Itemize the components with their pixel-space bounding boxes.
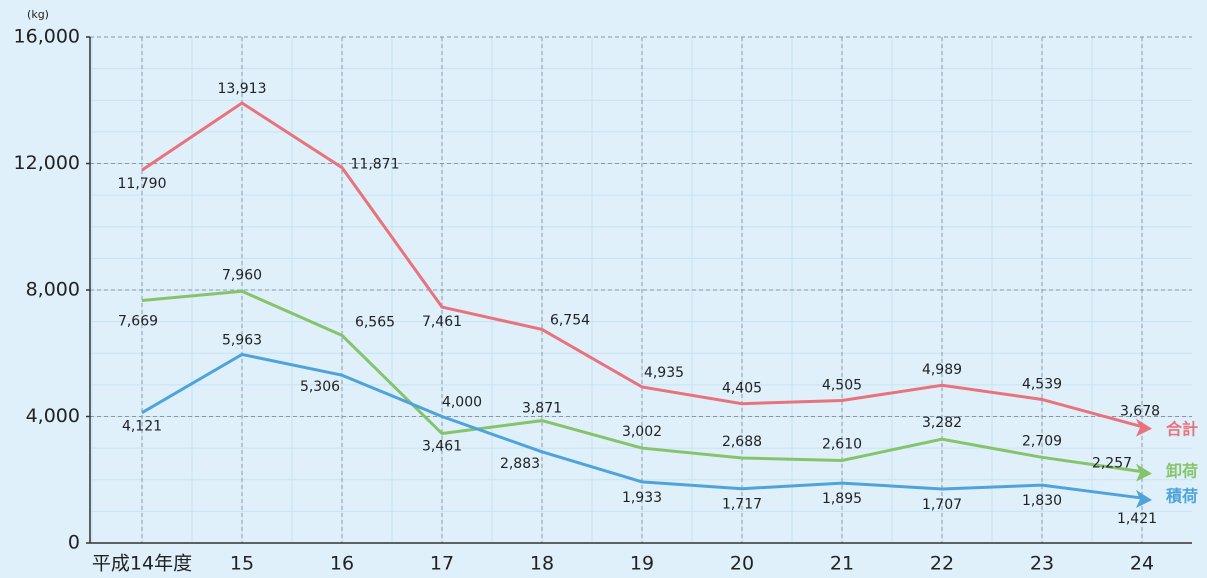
x-tick-label: 21 (830, 553, 854, 575)
end-arrow (1136, 463, 1152, 482)
data-label: 1,707 (922, 497, 962, 513)
y-tick-label: 4,000 (26, 405, 80, 427)
y-tick-label: 8,000 (26, 279, 80, 301)
data-label: 11,790 (118, 176, 167, 192)
data-label: 1,895 (822, 491, 862, 507)
y-tick-label: 16,000 (14, 26, 80, 48)
data-label: 2,883 (500, 456, 540, 472)
x-tick-label: 17 (430, 553, 454, 575)
data-label: 4,121 (122, 419, 162, 435)
y-tick-label: 0 (68, 532, 80, 554)
data-label: 3,002 (622, 424, 662, 440)
x-tick-label: 平成14年度 (92, 553, 192, 575)
x-tick-label: 16 (330, 553, 354, 575)
data-label: 3,461 (422, 439, 462, 455)
data-label: 13,913 (218, 81, 267, 97)
data-label: 7,461 (422, 314, 462, 330)
data-label: 1,830 (1022, 493, 1062, 509)
y-tick-label: 12,000 (14, 152, 80, 174)
end-arrow (1136, 490, 1152, 509)
x-tick-label: 15 (230, 553, 254, 575)
data-label: 2,610 (822, 436, 862, 452)
data-label: 11,871 (351, 157, 400, 173)
data-label: 4,935 (644, 365, 684, 381)
data-label: 6,565 (355, 314, 395, 330)
data-label: 5,306 (300, 379, 340, 395)
data-label: 1,717 (722, 497, 762, 513)
legend-label: 合計 (1166, 420, 1198, 439)
series-line (141, 289, 1143, 474)
data-label: 4,405 (722, 381, 762, 397)
data-label: 4,000 (442, 395, 482, 411)
y-axis-unit: (kg) (27, 8, 49, 21)
data-label: 2,709 (1022, 433, 1062, 449)
data-label: 6,754 (550, 312, 590, 328)
data-label: 7,960 (222, 267, 262, 283)
data-label: 7,669 (118, 313, 158, 329)
legend-label: 積荷 (1165, 487, 1198, 506)
data-label: 3,678 (1120, 404, 1160, 420)
data-label: 1,421 (1117, 511, 1157, 527)
data-label: 1,933 (622, 490, 662, 506)
data-label: 4,989 (922, 362, 962, 378)
data-label: 4,539 (1022, 376, 1062, 392)
data-label: 3,871 (522, 401, 562, 417)
data-label: 2,688 (722, 434, 762, 450)
x-tick-label: 18 (530, 553, 554, 575)
data-label: 5,963 (222, 332, 262, 348)
end-arrow (1136, 418, 1152, 437)
data-label: 3,282 (922, 415, 962, 431)
data-label: 4,505 (822, 378, 862, 394)
x-tick-label: 19 (630, 553, 654, 575)
series-line (141, 101, 1143, 429)
x-tick-label: 24 (1130, 553, 1154, 575)
data-label: 2,257 (1092, 456, 1132, 472)
legend-label: 卸荷 (1166, 462, 1198, 481)
x-tick-label: 22 (930, 553, 954, 575)
x-tick-label: 20 (730, 553, 754, 575)
series-line (141, 352, 1143, 500)
x-tick-label: 23 (1030, 553, 1054, 575)
